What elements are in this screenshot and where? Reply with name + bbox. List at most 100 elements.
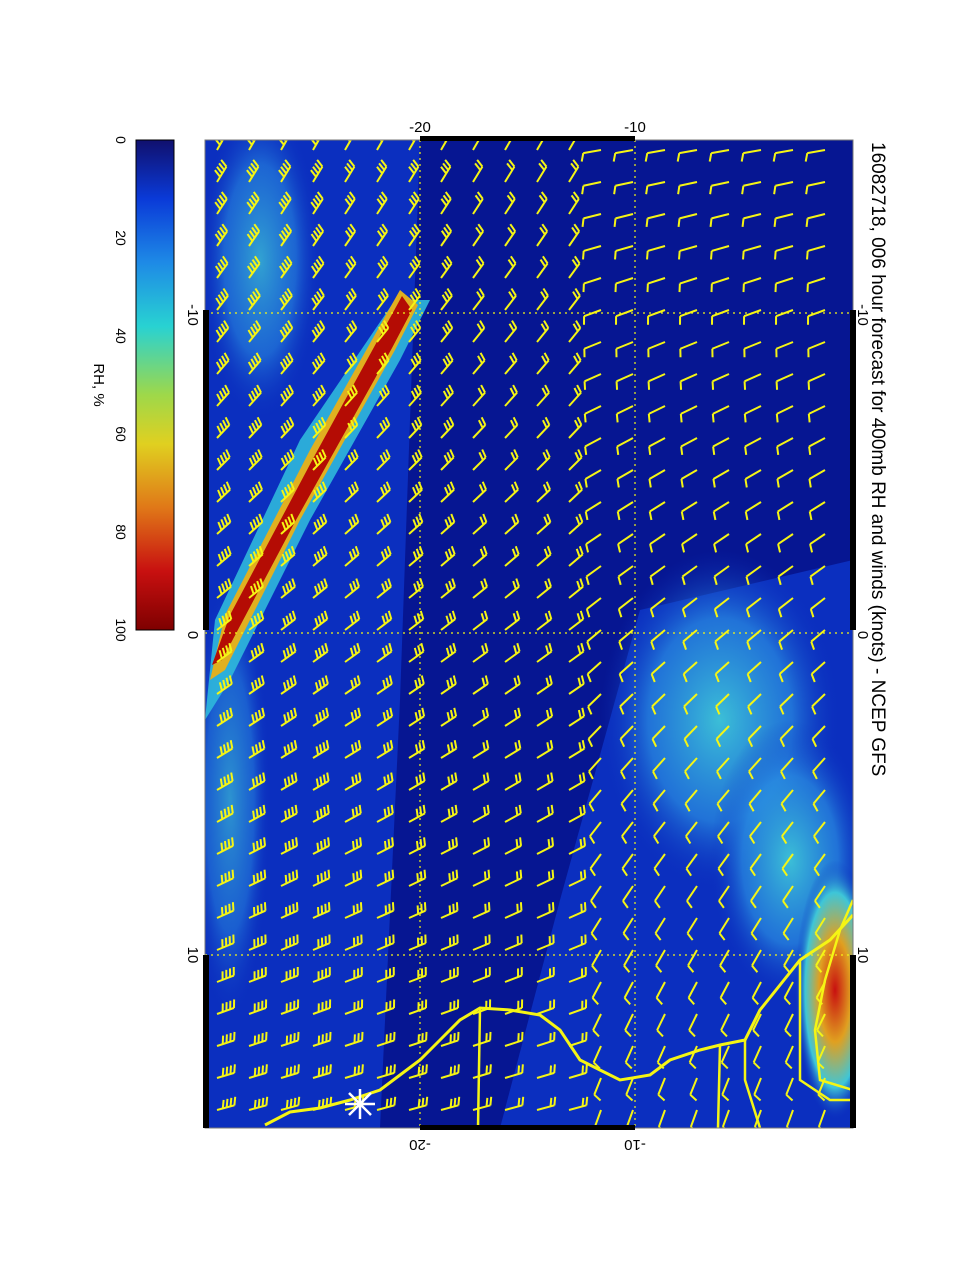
wind-barb [708, 149, 730, 162]
wind-barb [440, 740, 458, 759]
wind-barb [619, 693, 634, 715]
wind-barb [440, 707, 458, 727]
wind-barb [681, 597, 698, 618]
wind-barb [376, 481, 391, 503]
wind-barb [248, 578, 264, 599]
wind-barb [472, 610, 489, 631]
wind-barb [568, 449, 583, 471]
wind-barb [344, 837, 363, 855]
wind-barb [279, 352, 294, 375]
wind-barb [593, 1077, 602, 1102]
wind-barb [280, 1096, 301, 1111]
wind-barb [590, 885, 602, 909]
wind-barb [805, 213, 826, 227]
wind-barb [568, 869, 587, 887]
wind-barb [712, 469, 730, 488]
wind-barb [440, 223, 453, 247]
wind-barb [504, 159, 516, 183]
wind-barb [504, 837, 523, 855]
wind-barb [280, 449, 295, 471]
wind-barb [568, 384, 582, 407]
wind-barb [682, 629, 698, 650]
wind-barb [624, 1013, 634, 1038]
wind-barb [215, 320, 230, 343]
wind-barb [376, 966, 395, 983]
wind-barb [504, 287, 517, 311]
wind-barb [568, 287, 581, 311]
wind-barb [408, 255, 421, 279]
wind-barb [504, 449, 519, 471]
wind-barb [649, 533, 666, 553]
wind-barb [344, 513, 360, 535]
wind-barb [568, 740, 586, 759]
map-area [205, 140, 853, 1128]
wind-barb [814, 885, 826, 909]
wind-barb [776, 501, 794, 521]
wind-barb [583, 309, 602, 325]
wind-barb [408, 1096, 429, 1111]
wind-barb [408, 837, 427, 855]
wind-barb [214, 255, 229, 279]
colorbar-label: RH, % [90, 363, 107, 406]
wind-barb [747, 725, 762, 748]
wind-barb [247, 352, 262, 375]
wind-barb [648, 437, 666, 456]
wind-barb [685, 821, 698, 844]
wind-barb [278, 223, 293, 247]
wind-barb [618, 661, 634, 683]
right-tick-label: -10 [854, 304, 871, 326]
wind-barb [805, 181, 826, 195]
wind-barb [625, 1077, 634, 1102]
wind-barb [653, 853, 666, 877]
wind-barb [504, 1064, 524, 1079]
wind-barb [248, 934, 267, 951]
wind-barbs [213, 140, 826, 1128]
wind-barb [504, 740, 522, 759]
wind-barb [472, 223, 485, 247]
wind-barb [536, 352, 550, 375]
wind-barb [688, 1013, 698, 1038]
wind-barb [624, 1045, 634, 1070]
colorbar-tick-label: 0 [113, 136, 129, 144]
wind-barb [278, 191, 292, 215]
wind-barb [743, 373, 762, 390]
wind-barb [216, 966, 235, 983]
wind-barb [750, 885, 762, 909]
wind-barb [782, 917, 794, 941]
wind-barb [504, 1031, 524, 1047]
wind-barb [440, 934, 459, 951]
wind-barb [536, 837, 555, 855]
wind-barb [615, 405, 634, 423]
wind-barb [809, 533, 826, 553]
wind-barb [440, 1096, 461, 1111]
wind-barb [712, 501, 730, 521]
wind-barb [312, 610, 329, 631]
wind-barb [248, 966, 267, 983]
wind-barb [248, 902, 267, 919]
wind-barb [248, 707, 266, 727]
wind-barb [536, 578, 552, 599]
wind-barb [646, 277, 666, 293]
wind-barb [310, 223, 325, 247]
wind-barb [748, 789, 762, 812]
wind-barb [622, 885, 634, 909]
wind-barb [376, 934, 395, 951]
wind-barb [440, 191, 452, 215]
wind-barb [408, 191, 420, 215]
wind-barb [216, 1064, 236, 1079]
wind-barb [312, 513, 328, 535]
wind-barb [472, 352, 486, 375]
wind-barb [681, 565, 698, 586]
wind-barb [580, 149, 602, 162]
wind-barb [751, 949, 762, 973]
wind-barb [614, 245, 634, 260]
wind-barb [617, 565, 634, 586]
wind-barb [312, 642, 329, 663]
wind-barb [741, 181, 762, 195]
wind-barb [504, 191, 516, 215]
wind-barb [280, 545, 296, 567]
wind-barb [280, 869, 299, 887]
wind-barb [216, 481, 231, 503]
wind-barb [781, 821, 794, 844]
